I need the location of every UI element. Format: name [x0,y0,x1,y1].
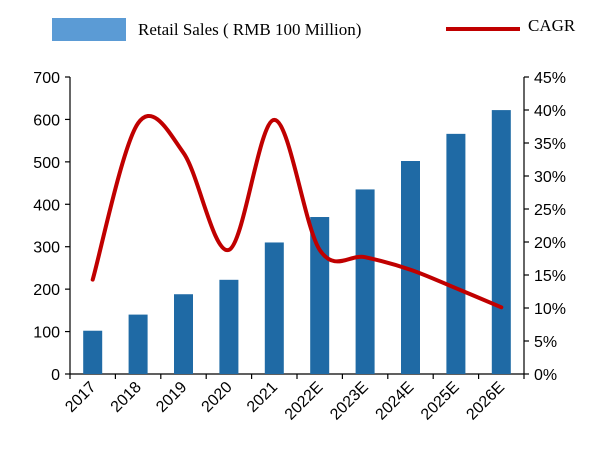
bar-2018 [128,314,148,374]
right-tick-label: 40% [534,103,566,120]
right-tick-label: 20% [534,235,566,252]
bar-series [83,110,511,374]
x-tick-label: 2020 [199,379,236,416]
legend-label-cagr: CAGR [528,16,576,35]
left-tick-label: 500 [33,155,60,172]
right-tick-label: 45% [534,70,566,87]
bar-2019 [174,294,193,374]
right-tick-label: 15% [534,268,566,285]
left-tick-label: 0 [51,367,60,384]
x-tick-label: 2018 [108,379,145,416]
x-tick-label: 2024E [373,379,418,424]
x-tick-label: 2021 [244,379,281,416]
x-tick-label: 2023E [327,379,372,424]
x-tick-label: 2017 [62,379,99,416]
right-tick-label: 10% [534,301,566,318]
bar-2025e [446,133,466,374]
legend: Retail Sales ( RMB 100 Million) CAGR [52,16,576,41]
right-tick-label: 25% [534,202,566,219]
x-tick-label: 2019 [153,379,190,416]
left-axis-ticks: 0 100 200 300 400 500 600 700 [33,70,70,384]
right-axis-ticks: 0% 5% 10% 15% 20% 25% 30% 35% 40% 45% [524,70,566,384]
bar-2024e [401,161,420,374]
right-tick-label: 5% [534,334,557,351]
left-tick-label: 200 [33,282,60,299]
x-tick-label: 2026E [463,379,508,424]
x-tick-label: 2025E [418,379,463,424]
left-tick-label: 400 [33,197,60,214]
bar-2026e [491,110,511,374]
left-tick-label: 300 [33,240,60,257]
left-tick-label: 100 [33,325,60,342]
left-tick-label: 600 [33,112,60,129]
bar-2021 [264,242,284,374]
x-tick-label: 2022E [282,379,327,424]
bar-2020 [219,279,239,374]
bar-2017 [83,330,103,374]
cagr-line [90,114,504,310]
left-tick-label: 700 [33,70,60,87]
legend-label-retail-sales: Retail Sales ( RMB 100 Million) [138,20,361,39]
right-tick-label: 30% [534,169,566,186]
bar-2023e [355,189,375,374]
right-tick-label: 35% [534,136,566,153]
right-tick-label: 0% [534,367,557,384]
legend-swatch-retail-sales [52,18,126,41]
x-axis-ticks: 2017 2018 2019 2020 2021 2022E 2023E 2024E 2025E… [62,374,525,424]
